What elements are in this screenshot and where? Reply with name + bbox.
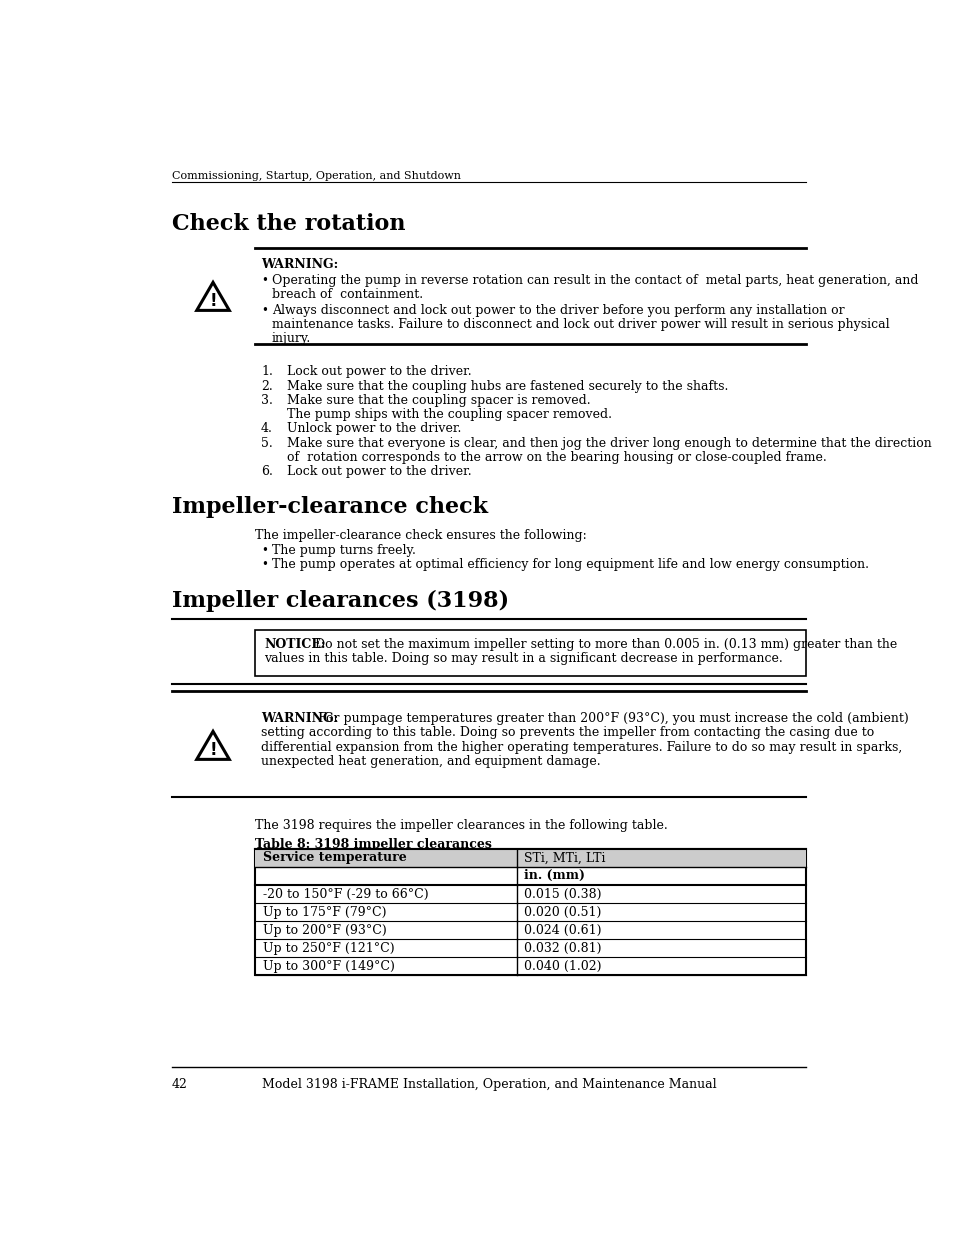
Text: breach of  containment.: breach of containment.: [272, 288, 422, 301]
Text: 0.024 (0.61): 0.024 (0.61): [524, 924, 601, 936]
Text: 2.: 2.: [261, 379, 273, 393]
Text: Commissioning, Startup, Operation, and Shutdown: Commissioning, Startup, Operation, and S…: [172, 172, 460, 182]
Text: 0.015 (0.38): 0.015 (0.38): [524, 888, 601, 900]
Text: Make sure that the coupling spacer is removed.: Make sure that the coupling spacer is re…: [287, 394, 591, 406]
Text: in. (mm): in. (mm): [524, 869, 585, 883]
Text: WARNING:: WARNING:: [261, 713, 338, 725]
Text: •: •: [261, 558, 268, 572]
Text: 3.: 3.: [261, 394, 273, 406]
Text: NOTICE:: NOTICE:: [264, 638, 325, 651]
Text: •: •: [261, 274, 268, 287]
Text: The pump ships with the coupling spacer removed.: The pump ships with the coupling spacer …: [287, 408, 612, 421]
Text: Make sure that everyone is clear, and then jog the driver long enough to determi: Make sure that everyone is clear, and th…: [287, 436, 931, 450]
Text: 4.: 4.: [261, 422, 273, 435]
Text: Unlock power to the driver.: Unlock power to the driver.: [287, 422, 461, 435]
Text: 42: 42: [172, 1078, 188, 1091]
Text: Up to 250°F (121°C): Up to 250°F (121°C): [262, 942, 394, 955]
Text: Service temperature: Service temperature: [262, 851, 406, 864]
Text: maintenance tasks. Failure to disconnect and lock out driver power will result i: maintenance tasks. Failure to disconnect…: [272, 319, 888, 331]
Text: 0.040 (1.02): 0.040 (1.02): [524, 960, 601, 973]
Text: WARNING:: WARNING:: [261, 258, 338, 272]
Text: Model 3198 i-FRAME Installation, Operation, and Maintenance Manual: Model 3198 i-FRAME Installation, Operati…: [261, 1078, 716, 1091]
Text: Always disconnect and lock out power to the driver before you perform any instal: Always disconnect and lock out power to …: [272, 304, 843, 317]
Text: Up to 200°F (93°C): Up to 200°F (93°C): [262, 924, 386, 936]
Text: •: •: [261, 545, 268, 557]
Text: 0.020 (0.51): 0.020 (0.51): [524, 905, 601, 919]
Text: Table 8: 3198 impeller clearances: Table 8: 3198 impeller clearances: [254, 839, 491, 851]
Text: For pumpage temperatures greater than 200°F (93°C), you must increase the cold (: For pumpage temperatures greater than 20…: [317, 713, 907, 725]
Text: Lock out power to the driver.: Lock out power to the driver.: [287, 366, 472, 378]
Bar: [254, 848, 805, 976]
Text: values in this table. Doing so may result in a significant decrease in performan: values in this table. Doing so may resul…: [264, 652, 782, 666]
Text: setting according to this table. Doing so prevents the impeller from contacting : setting according to this table. Doing s…: [261, 726, 873, 740]
Text: Do not set the maximum impeller setting to more than 0.005 in. (0.13 mm) greater: Do not set the maximum impeller setting …: [314, 638, 896, 651]
Text: Make sure that the coupling hubs are fastened securely to the shafts.: Make sure that the coupling hubs are fas…: [287, 379, 728, 393]
Text: The pump turns freely.: The pump turns freely.: [272, 545, 416, 557]
Text: 0.032 (0.81): 0.032 (0.81): [524, 942, 601, 955]
Text: Impeller clearances (3198): Impeller clearances (3198): [172, 589, 509, 611]
Text: •: •: [261, 304, 268, 317]
Text: Lock out power to the driver.: Lock out power to the driver.: [287, 466, 472, 478]
Text: 1.: 1.: [261, 366, 273, 378]
Text: injury.: injury.: [272, 332, 311, 346]
Text: Check the rotation: Check the rotation: [172, 212, 405, 235]
Text: 5.: 5.: [261, 436, 273, 450]
Text: -20 to 150°F (-29 to 66°C): -20 to 150°F (-29 to 66°C): [262, 888, 428, 900]
Text: !: !: [209, 741, 216, 758]
Text: 6.: 6.: [261, 466, 273, 478]
Text: of  rotation corresponds to the arrow on the bearing housing or close-coupled fr: of rotation corresponds to the arrow on …: [287, 451, 826, 464]
Text: differential expansion from the higher operating temperatures. Failure to do so : differential expansion from the higher o…: [261, 741, 902, 753]
Bar: [172, 703, 805, 798]
Text: unexpected heat generation, and equipment damage.: unexpected heat generation, and equipmen…: [261, 755, 600, 768]
Bar: [254, 631, 805, 676]
Text: The 3198 requires the impeller clearances in the following table.: The 3198 requires the impeller clearance…: [254, 819, 667, 831]
Text: Operating the pump in reverse rotation can result in the contact of  metal parts: Operating the pump in reverse rotation c…: [272, 274, 918, 287]
Text: !: !: [209, 291, 216, 310]
Text: STi, MTi, LTi: STi, MTi, LTi: [524, 851, 605, 864]
Text: Up to 300°F (149°C): Up to 300°F (149°C): [262, 960, 395, 973]
Text: The pump operates at optimal efficiency for long equipment life and low energy c: The pump operates at optimal efficiency …: [272, 558, 868, 572]
Text: Impeller-clearance check: Impeller-clearance check: [172, 496, 487, 519]
Text: Up to 175°F (79°C): Up to 175°F (79°C): [262, 905, 386, 919]
Text: The impeller-clearance check ensures the following:: The impeller-clearance check ensures the…: [254, 529, 586, 542]
Bar: [254, 848, 805, 867]
